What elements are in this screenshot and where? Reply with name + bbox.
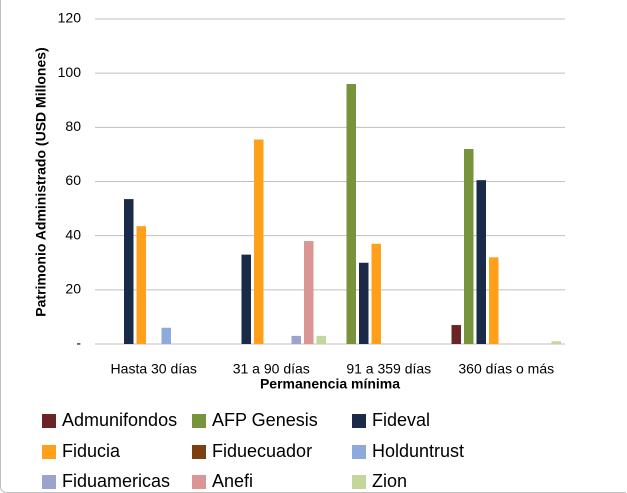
bar [136,226,146,344]
bar [451,325,461,344]
legend-swatch [42,445,56,459]
legend-label: AFP Genesis [212,410,318,430]
y-tick-label: - [76,335,81,351]
legend-swatch [192,475,206,489]
bar [124,199,134,344]
bar [551,341,561,344]
x-tick-label: 91 a 359 días [346,361,431,377]
legend-label: Fideval [372,410,430,430]
bar [371,243,381,344]
bar [316,335,326,344]
legend-swatch [352,445,366,459]
legend-swatch [352,414,366,428]
legend-label: Fiduecuador [212,441,312,461]
y-tick-label: 80 [65,118,81,134]
x-tick-label: Hasta 30 días [111,361,197,377]
bar [254,139,264,344]
legend-label: Admunifondos [62,410,177,430]
y-axis-title: Patrimonio Administrado (USD Millones) [33,47,49,316]
bar [476,180,486,344]
y-tick-label: 40 [65,226,81,242]
legend-label: Zion [372,471,407,491]
bar [464,149,474,344]
bar [304,241,314,344]
y-tick-label: 20 [65,281,81,297]
legend-swatch [352,475,366,489]
y-tick-label: 120 [58,10,82,26]
legend-label: Fiducia [62,441,121,461]
legend-label: Holduntrust [372,441,464,461]
legend-swatch [192,414,206,428]
legend-swatch [42,414,56,428]
bar [241,254,251,344]
bar [291,335,301,344]
x-axis-title: Permanencia mínima [260,376,400,392]
x-tick-label: 31 a 90 días [233,361,310,377]
bar [161,327,171,344]
bar [346,84,356,344]
legend-swatch [42,475,56,489]
bar [359,262,369,344]
legend-label: Anefi [212,471,253,491]
y-tick-label: 60 [65,172,81,188]
x-tick-label: 360 días o más [458,361,554,377]
bar [489,257,499,344]
legend-swatch [192,445,206,459]
y-tick-label: 100 [58,64,82,80]
legend-label: Fiduamericas [62,471,170,491]
